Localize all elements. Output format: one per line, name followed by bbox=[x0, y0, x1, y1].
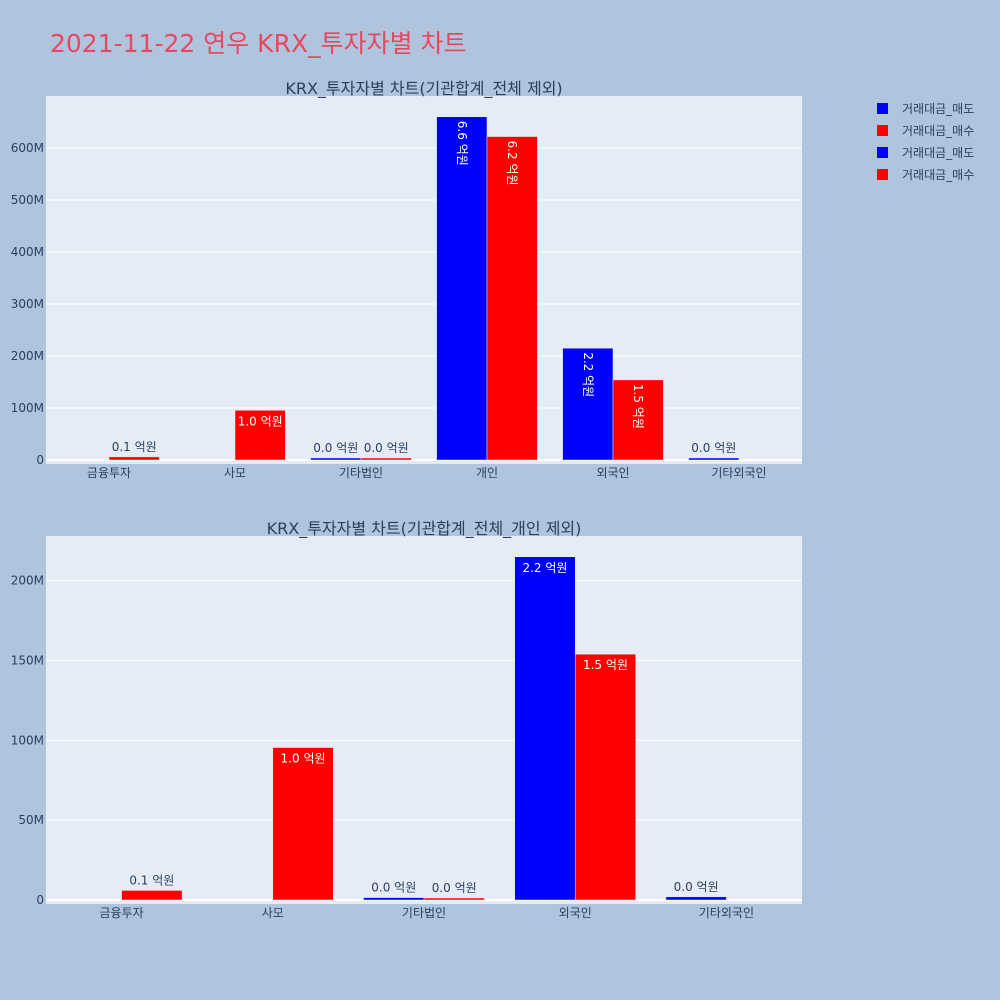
bar-label: 1.0 억원 bbox=[281, 752, 326, 766]
bar bbox=[108, 456, 160, 461]
chart-title: KRX_투자자별 차트(기관합계_전체 제외) bbox=[285, 79, 562, 99]
chart-title: KRX_투자자별 차트(기관합계_전체_개인 제외) bbox=[267, 519, 582, 539]
legend-label: 거래대금_매도 bbox=[902, 146, 974, 160]
y-tick-label: 0 bbox=[36, 453, 44, 467]
bar bbox=[574, 653, 636, 901]
y-tick-label: 100M bbox=[11, 733, 44, 747]
bar-label: 0.0 억원 bbox=[691, 441, 736, 455]
y-tick-label: 500M bbox=[11, 193, 44, 207]
bar-label: 0.1 억원 bbox=[112, 440, 157, 454]
bar-label: 1.0 억원 bbox=[238, 414, 283, 428]
bar bbox=[612, 379, 664, 461]
plot-area bbox=[46, 96, 802, 464]
bar-label: 2.2 억원 bbox=[522, 561, 567, 575]
bar bbox=[665, 896, 727, 901]
bar bbox=[363, 897, 425, 901]
bar-label: 2.2 억원 bbox=[581, 352, 595, 397]
chart-top: 0 100M 200M 300M 400M 500M 600M KRX_투자자별 차트(기관합… bbox=[11, 79, 802, 480]
bar-label: 6.2 억원 bbox=[505, 141, 519, 186]
x-tick-label: 금융투자 bbox=[100, 906, 144, 920]
bar-label: 1.5 억원 bbox=[583, 658, 628, 672]
bar-label: 1.5 억원 bbox=[631, 384, 645, 429]
bar-label: 0.0 억원 bbox=[364, 441, 409, 455]
bar bbox=[486, 136, 538, 461]
x-tick-label: 기타법인 bbox=[402, 906, 446, 920]
y-tick-label: 0 bbox=[36, 893, 44, 907]
y-tick-label: 400M bbox=[11, 245, 44, 259]
page-title: 2021-11-22 연우 KRX_투자자별 차트 bbox=[50, 29, 467, 58]
legend-label: 거래대금_매도 bbox=[902, 102, 974, 116]
bar bbox=[436, 116, 488, 461]
x-tick-label: 기타법인 bbox=[339, 466, 383, 480]
bar-label: 6.6 억원 bbox=[455, 121, 469, 166]
chart-bottom: 0 50M 100M 150M 200M KRX_투자자별 차트(기관합계_전체_개인 제… bbox=[11, 519, 802, 920]
legend-swatch bbox=[877, 169, 888, 180]
bar-label: 0.0 억원 bbox=[371, 881, 416, 895]
bar bbox=[310, 457, 362, 461]
y-tick-label: 300M bbox=[11, 297, 44, 311]
y-tick-label: 150M bbox=[11, 654, 44, 668]
x-tick-label: 기타외국인 bbox=[699, 906, 754, 920]
bar bbox=[423, 897, 485, 901]
legend-label: 거래대금_매수 bbox=[902, 168, 974, 182]
legend-swatch bbox=[877, 103, 888, 114]
y-tick-label: 600M bbox=[11, 141, 44, 155]
bar-label: 0.0 억원 bbox=[432, 881, 477, 895]
bar bbox=[360, 457, 412, 461]
x-tick-label: 외국인 bbox=[559, 906, 592, 920]
bar bbox=[688, 457, 740, 461]
legend-swatch bbox=[877, 147, 888, 158]
legend-swatch bbox=[877, 125, 888, 136]
x-tick-label: 외국인 bbox=[596, 466, 629, 480]
y-tick-label: 50M bbox=[18, 813, 44, 827]
bar bbox=[121, 890, 183, 901]
bar bbox=[562, 347, 614, 461]
bar-label: 0.0 억원 bbox=[674, 880, 719, 894]
x-tick-label: 기타외국인 bbox=[711, 466, 766, 480]
bar bbox=[514, 556, 576, 901]
x-tick-label: 개인 bbox=[476, 466, 498, 480]
bar bbox=[272, 747, 334, 901]
y-tick-label: 200M bbox=[11, 574, 44, 588]
bar-label: 0.1 억원 bbox=[129, 873, 174, 887]
legend-label: 거래대금_매수 bbox=[902, 124, 974, 138]
plot-area bbox=[46, 536, 802, 904]
y-tick-label: 100M bbox=[11, 401, 44, 415]
x-tick-label: 사모 bbox=[224, 466, 246, 480]
y-tick-label: 200M bbox=[11, 349, 44, 363]
bar bbox=[234, 410, 286, 461]
x-tick-label: 사모 bbox=[262, 906, 284, 920]
x-tick-label: 금융투자 bbox=[87, 466, 131, 480]
bar-label: 0.0 억원 bbox=[313, 441, 358, 455]
